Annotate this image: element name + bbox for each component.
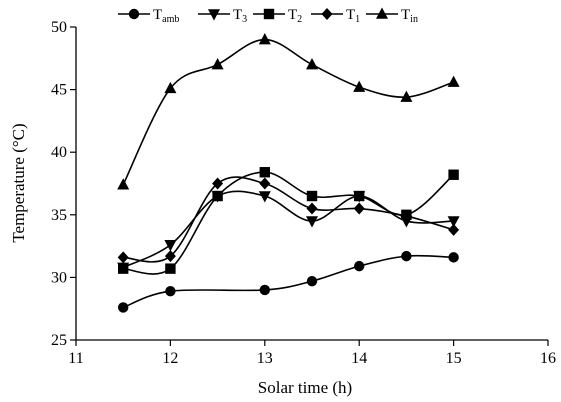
data-point-in bbox=[117, 178, 130, 190]
legend-marker-amb bbox=[128, 8, 140, 20]
axes bbox=[75, 27, 548, 341]
x-tick-label: 15 bbox=[446, 350, 462, 367]
legend: Tamb T3 T2 T1 Tin bbox=[118, 7, 418, 25]
data-point-2 bbox=[165, 263, 176, 274]
data-point-amb bbox=[259, 284, 270, 296]
series-line-1 bbox=[123, 176, 454, 263]
data-point-in bbox=[164, 81, 177, 94]
legend-label-2: T2 bbox=[288, 7, 302, 25]
y-tick-label: 40 bbox=[51, 144, 67, 161]
legend-label-in: Tin bbox=[401, 7, 418, 25]
x-tick-label: 14 bbox=[351, 350, 367, 367]
data-point-2 bbox=[212, 190, 223, 202]
data-point-amb bbox=[118, 302, 129, 313]
data-point-in bbox=[211, 58, 224, 70]
data-point-1 bbox=[353, 202, 365, 215]
data-point-in bbox=[258, 33, 271, 45]
y-tick-label: 45 bbox=[51, 82, 67, 99]
data-point-in bbox=[306, 58, 318, 70]
data-point-2 bbox=[448, 169, 459, 180]
data-point-in bbox=[447, 75, 460, 87]
data-point-3 bbox=[447, 216, 460, 228]
data-point-1 bbox=[164, 250, 176, 263]
data-point-1 bbox=[448, 223, 460, 236]
x-tick-label: 16 bbox=[540, 350, 556, 367]
legend-marker-3 bbox=[208, 9, 220, 21]
legend-label-1: T1 bbox=[346, 7, 360, 25]
ticks: 11 12 13 14 15 16 25 30 35 40 45 50 bbox=[51, 19, 556, 367]
x-tick-label: 12 bbox=[162, 350, 178, 367]
data-point-amb bbox=[448, 252, 459, 263]
data-point-2 bbox=[306, 190, 318, 202]
data-point-1 bbox=[259, 177, 271, 190]
y-tick-label: 30 bbox=[51, 269, 67, 286]
data-point-3 bbox=[306, 216, 318, 228]
data-point-amb bbox=[165, 285, 176, 297]
y-tick-label: 25 bbox=[51, 332, 67, 349]
series-line-in bbox=[122, 38, 454, 186]
legend-marker-1 bbox=[321, 8, 333, 20]
data-point-amb bbox=[401, 250, 412, 262]
data-point-in bbox=[400, 90, 413, 102]
data-point-1 bbox=[306, 202, 318, 215]
x-tick-label: 11 bbox=[68, 350, 83, 367]
data-point-1 bbox=[212, 177, 224, 190]
data-point-1 bbox=[117, 251, 129, 264]
x-tick-label: 13 bbox=[257, 350, 273, 367]
data-point-3 bbox=[164, 240, 177, 252]
legend-marker-in bbox=[376, 7, 388, 19]
data-point-in bbox=[353, 80, 366, 92]
legend-marker-2 bbox=[263, 8, 275, 20]
y-axis-label: Temperature (°C) bbox=[9, 123, 28, 242]
data-point-amb bbox=[354, 260, 365, 272]
legend-label-3: T3 bbox=[233, 7, 247, 25]
series-line-amb bbox=[122, 254, 454, 309]
series-markers bbox=[117, 33, 460, 313]
data-point-amb bbox=[306, 275, 318, 287]
data-point-2 bbox=[259, 167, 270, 178]
y-tick-label: 35 bbox=[51, 207, 67, 224]
data-point-2 bbox=[354, 190, 365, 202]
legend-label-amb: Tamb bbox=[153, 7, 179, 25]
data-point-2 bbox=[118, 263, 129, 274]
data-point-1 bbox=[400, 210, 412, 223]
y-tick-label: 50 bbox=[51, 19, 67, 36]
x-axis-label: Solar time (h) bbox=[258, 378, 352, 397]
data-point-3 bbox=[258, 191, 271, 203]
